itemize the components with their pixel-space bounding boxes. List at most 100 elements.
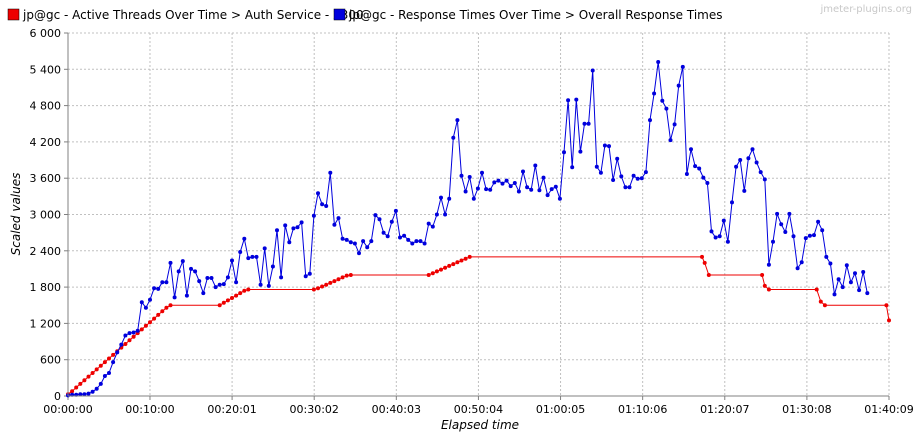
data-point — [250, 254, 255, 259]
data-point — [270, 264, 275, 269]
data-point — [74, 385, 79, 390]
data-point — [238, 250, 243, 254]
data-point — [861, 270, 866, 274]
data-point — [299, 220, 304, 225]
y-tick-label: 600 — [40, 354, 61, 367]
data-point — [127, 331, 132, 336]
data-point — [225, 275, 230, 280]
data-point — [766, 287, 771, 292]
data-point — [643, 170, 648, 175]
data-point — [602, 143, 607, 148]
data-point — [102, 374, 107, 378]
data-point — [766, 262, 771, 267]
data-point — [844, 263, 849, 268]
data-point — [463, 256, 468, 261]
data-point — [283, 223, 288, 228]
data-point — [238, 291, 243, 296]
data-point — [822, 303, 827, 308]
data-point — [738, 158, 743, 162]
data-point — [348, 273, 353, 277]
data-point — [701, 175, 706, 180]
data-point — [332, 222, 337, 227]
data-point — [721, 218, 726, 223]
data-point — [619, 174, 624, 179]
data-point — [799, 260, 804, 265]
x-tick-label: 00:40:03 — [372, 403, 421, 416]
data-point — [607, 144, 611, 149]
data-point — [242, 236, 247, 241]
series-1 — [66, 60, 870, 398]
data-point — [295, 225, 300, 230]
data-point — [660, 98, 665, 103]
data-point — [814, 287, 819, 292]
data-point — [512, 181, 517, 185]
x-tick-label: 01:20:07 — [700, 403, 749, 416]
data-point — [541, 175, 546, 180]
data-point — [533, 163, 538, 168]
data-point — [193, 269, 198, 274]
data-point — [340, 236, 345, 241]
data-point — [635, 176, 640, 181]
watermark: jmeter-plugins.org — [819, 4, 912, 15]
data-point — [365, 245, 370, 250]
data-point — [328, 280, 333, 285]
data-point — [348, 240, 353, 245]
data-point — [402, 233, 407, 238]
data-point — [389, 219, 394, 224]
data-point — [717, 234, 722, 239]
y-tick-label: 6 000 — [30, 27, 62, 40]
data-point — [102, 360, 107, 365]
series-layer — [66, 60, 891, 398]
data-point — [381, 230, 386, 235]
data-point — [279, 275, 284, 280]
data-point — [529, 187, 534, 192]
data-point — [516, 189, 521, 194]
data-point — [344, 273, 349, 278]
data-point — [590, 68, 595, 73]
data-point — [818, 299, 823, 304]
data-point — [361, 239, 366, 244]
data-point — [70, 389, 75, 394]
data-point — [352, 241, 357, 246]
data-point — [82, 378, 87, 383]
data-point — [86, 374, 91, 379]
data-point — [324, 204, 329, 208]
data-point — [742, 188, 747, 193]
data-point — [94, 367, 99, 372]
data-point — [123, 342, 128, 346]
data-point — [705, 181, 710, 185]
data-point — [316, 191, 320, 196]
data-point — [824, 254, 829, 259]
data-point — [168, 260, 173, 265]
data-point — [258, 282, 263, 287]
data-point — [594, 164, 599, 169]
data-point — [566, 98, 571, 103]
data-point — [234, 293, 239, 298]
data-point — [648, 118, 652, 123]
data-point — [184, 293, 189, 298]
data-point — [492, 180, 497, 185]
data-point — [119, 342, 124, 347]
data-point — [176, 269, 181, 274]
legend-label-response: jp@gc - Response Times Over Time > Overa… — [348, 8, 723, 22]
data-point — [406, 237, 411, 242]
x-axis-title: Elapsed time — [441, 418, 519, 432]
data-point — [127, 338, 132, 343]
data-point — [201, 291, 206, 296]
data-point — [725, 239, 730, 244]
data-point — [98, 381, 103, 386]
data-point — [525, 185, 530, 190]
data-point — [887, 318, 891, 323]
legend-swatch-threads — [7, 8, 20, 21]
data-point — [676, 83, 681, 88]
data-point — [652, 91, 657, 96]
data-point — [451, 262, 456, 267]
data-point — [884, 303, 889, 308]
data-point — [820, 228, 825, 233]
data-point — [812, 233, 816, 238]
data-point — [545, 193, 550, 198]
data-point — [262, 246, 267, 251]
data-point — [598, 170, 603, 175]
data-point — [439, 267, 443, 272]
